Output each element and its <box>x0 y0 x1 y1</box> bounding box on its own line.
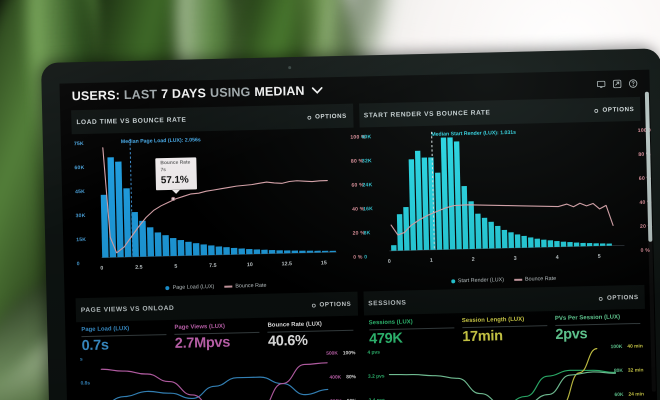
legend-label: Bounce Rate <box>235 282 267 290</box>
page-title-aggregation: MEDIAN <box>254 83 305 99</box>
share-icon[interactable] <box>612 79 622 88</box>
options-button[interactable]: OPTIONS <box>306 107 347 126</box>
monitor-icon[interactable] <box>596 79 606 88</box>
chart-plot-area <box>100 138 337 258</box>
options-button[interactable]: OPTIONS <box>598 288 639 307</box>
panel-header: PAGE VIEWS VS ONLOAD OPTIONS <box>75 291 358 323</box>
metric-page-load[interactable]: Page Load (LUX) 0.7s <box>81 325 167 355</box>
metric-value: 0.7s <box>81 337 109 355</box>
panel-header: START RENDER VS BOUNCE RATE OPTIONS <box>358 96 641 128</box>
panel-grid-bottom: PAGE VIEWS VS ONLOAD OPTIONS Page Load (… <box>65 284 658 400</box>
panel-header: SESSIONS OPTIONS <box>362 284 645 316</box>
divider <box>267 329 353 333</box>
metric-value: 40.6% <box>267 332 308 350</box>
legend-label: Page Load (LUX) <box>172 283 215 291</box>
divider <box>81 333 167 337</box>
options-button[interactable]: OPTIONS <box>593 100 634 119</box>
metric-label: PVs Per Session (LUX) <box>554 314 621 322</box>
chart-start-render[interactable]: 40K 32K 24K 16K 8K 0 100 % 80 % 60 % 40 … <box>359 123 653 280</box>
legend-label: Bounce Rate <box>524 275 557 283</box>
chart-plot-area <box>389 131 624 252</box>
metric-page-views[interactable]: Page Views (LUX) 2.7Mpvs <box>174 323 260 352</box>
gear-icon <box>598 289 604 307</box>
legend-item-bounce-rate[interactable]: Bounce Rate <box>513 275 557 283</box>
chart-page-views-trend[interactable]: s 0.8s 0.6s 500K 100% 400K 80% 300K <box>77 349 360 400</box>
divider <box>555 322 641 326</box>
options-button[interactable]: OPTIONS <box>310 295 351 314</box>
panel-header: LOAD TIME VS BOUNCE RATE OPTIONS <box>71 103 354 135</box>
chart-plot-area <box>388 347 616 400</box>
panel-title: PAGE VIEWS VS ONLOAD <box>80 304 175 314</box>
metric-value: 2pvs <box>555 326 588 343</box>
laptop-screen: USERS: LAST 7 DAYS USING MEDIAN <box>41 48 660 400</box>
options-label: OPTIONS <box>606 293 639 302</box>
options-label: OPTIONS <box>602 105 635 114</box>
metric-value: 17min <box>462 328 503 346</box>
chart-sessions-trend[interactable]: 4 pvs 3.2 pvs 2.4 pvs 100K 40 min 80K 32… <box>364 342 647 400</box>
page-title-last: LAST <box>123 87 158 103</box>
legend-item-bounce-rate[interactable]: Bounce Rate <box>224 282 267 290</box>
gear-icon <box>310 296 316 314</box>
legend-line-icon <box>513 279 522 281</box>
metric-session-length[interactable]: Session Length (LUX) 17min <box>461 316 548 346</box>
chart-plot-area <box>100 361 329 400</box>
tooltip-bounce-rate: Bounce Rate 7s 57.1% <box>155 157 197 191</box>
panel-load-time: LOAD TIME VS BOUNCE RATE OPTIONS 75K <box>71 103 366 294</box>
options-label: OPTIONS <box>314 112 347 121</box>
page-title-using: USING <box>209 85 251 101</box>
header-icon-group <box>596 78 648 88</box>
metric-label: Session Length (LUX) <box>461 316 525 325</box>
legend-line-icon <box>224 285 233 288</box>
metric-label: Page Views (LUX) <box>174 323 226 331</box>
metric-pvs-per-session[interactable]: PVs Per Session (LUX) 2pvs <box>554 314 641 343</box>
panel-start-render: START RENDER VS BOUNCE RATE OPTIONS 40K … <box>358 96 653 287</box>
gear-icon <box>306 108 312 126</box>
metric-label: Sessions (LUX) <box>368 319 413 327</box>
metric-bounce-rate[interactable]: Bounce Rate (LUX) 40.6% <box>267 321 354 350</box>
options-label: OPTIONS <box>319 300 352 309</box>
divider <box>462 324 548 328</box>
tooltip-subtitle: 7s <box>160 167 167 173</box>
legend-item-page-load[interactable]: Page Load (LUX) <box>165 283 215 291</box>
legend-label: Start Render (LUX) <box>457 277 505 285</box>
panel-title: LOAD TIME VS BOUNCE RATE <box>76 116 187 126</box>
chevron-down-icon[interactable] <box>311 83 323 97</box>
analytics-dashboard: USERS: LAST 7 DAYS USING MEDIAN <box>59 69 658 400</box>
metric-value: 479K <box>368 330 403 348</box>
metric-value: 2.7Mpvs <box>174 334 231 352</box>
tooltip-value: 57.1% <box>160 174 189 187</box>
panel-grid-top: LOAD TIME VS BOUNCE RATE OPTIONS 75K <box>60 96 654 294</box>
tooltip-title: Bounce Rate <box>160 160 191 167</box>
chart-load-time[interactable]: 75K 60K 45K 30K 15K 0 100 % 80 % 60 % <box>72 130 366 287</box>
legend-swatch-icon <box>165 286 170 291</box>
help-icon[interactable] <box>628 78 638 88</box>
page-title[interactable]: USERS: LAST 7 DAYS USING MEDIAN <box>72 83 323 103</box>
metric-row: Page Load (LUX) 0.7s Page Views (LUX) 2.… <box>76 318 358 354</box>
legend-item-start-render[interactable]: Start Render (LUX) <box>450 277 505 285</box>
panel-page-views: PAGE VIEWS VS ONLOAD OPTIONS Page Load (… <box>75 291 360 400</box>
page-title-users: USERS: <box>71 88 121 104</box>
page-title-range: 7 DAYS <box>160 86 207 102</box>
gear-icon <box>593 101 599 119</box>
divider <box>368 326 455 330</box>
metric-label: Bounce Rate (LUX) <box>267 321 323 329</box>
metric-sessions[interactable]: Sessions (LUX) 479K <box>368 318 455 348</box>
panel-title: START RENDER VS BOUNCE RATE <box>363 108 491 119</box>
panel-sessions: SESSIONS OPTIONS Sessions (LUX) 47 <box>362 284 648 400</box>
tooltip-anchor-point <box>171 196 176 201</box>
legend-swatch-icon <box>450 279 455 284</box>
panel-title: SESSIONS <box>368 298 407 307</box>
metric-row: Sessions (LUX) 479K Session Length (LUX)… <box>364 311 646 347</box>
metric-label: Page Load (LUX) <box>81 325 130 334</box>
dashboard-header: USERS: LAST 7 DAYS USING MEDIAN <box>59 70 649 111</box>
